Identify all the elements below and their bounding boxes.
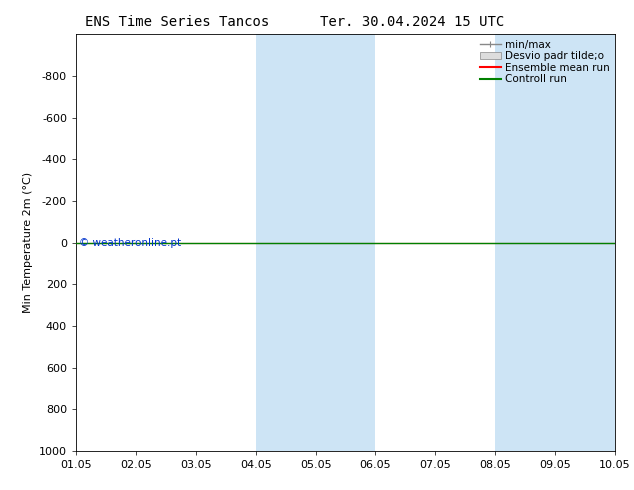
Bar bbox=[256, 34, 375, 451]
Bar bbox=[495, 34, 615, 451]
Legend: min/max, Desvio padr tilde;o, Ensemble mean run, Controll run: min/max, Desvio padr tilde;o, Ensemble m… bbox=[478, 37, 612, 86]
Text: ENS Time Series Tancos: ENS Time Series Tancos bbox=[86, 15, 269, 29]
Text: Ter. 30.04.2024 15 UTC: Ter. 30.04.2024 15 UTC bbox=[320, 15, 504, 29]
Text: © weatheronline.pt: © weatheronline.pt bbox=[79, 238, 181, 247]
Y-axis label: Min Temperature 2m (°C): Min Temperature 2m (°C) bbox=[23, 172, 34, 313]
